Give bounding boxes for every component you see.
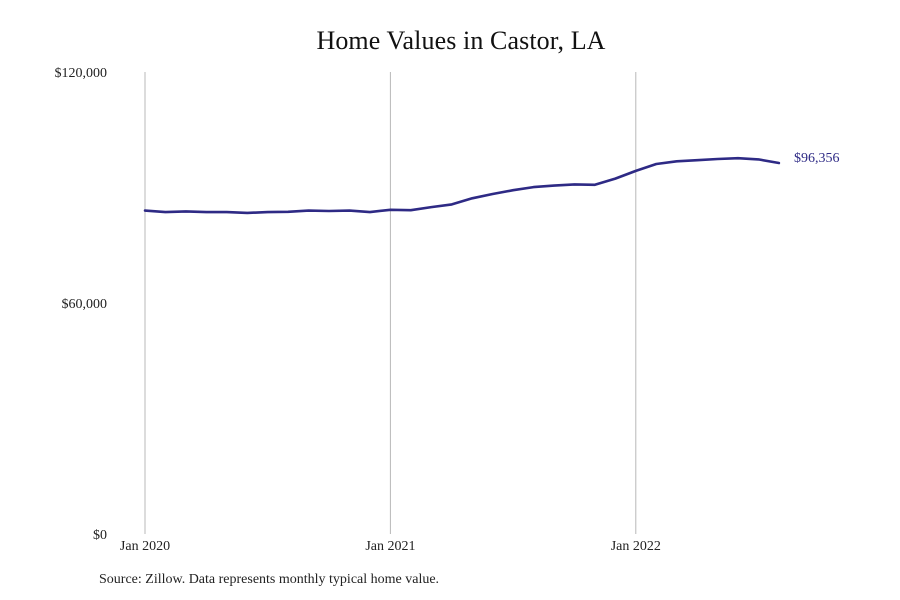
source-note: Source: Zillow. Data represents monthly … bbox=[99, 572, 440, 587]
x-tick-label: Jan 2020 bbox=[120, 539, 170, 554]
chart-title: Home Values in Castor, LA bbox=[316, 26, 606, 55]
data-point bbox=[430, 206, 433, 209]
data-point bbox=[778, 162, 781, 165]
data-point bbox=[532, 186, 535, 189]
data-point bbox=[205, 211, 208, 214]
data-point bbox=[144, 209, 147, 212]
data-point bbox=[491, 193, 494, 196]
x-tick-label: Jan 2022 bbox=[611, 539, 661, 554]
data-point bbox=[246, 212, 249, 215]
data-point bbox=[573, 183, 576, 186]
data-point bbox=[287, 211, 290, 214]
data-point bbox=[369, 211, 372, 214]
data-point bbox=[307, 209, 310, 212]
data-point bbox=[451, 203, 454, 206]
data-point bbox=[164, 211, 167, 214]
data-point bbox=[328, 210, 331, 213]
data-point bbox=[553, 184, 556, 187]
data-point bbox=[696, 159, 699, 162]
data-point bbox=[675, 160, 678, 163]
end-value-label: $96,356 bbox=[794, 151, 840, 166]
data-point bbox=[635, 170, 638, 173]
data-point bbox=[512, 189, 515, 192]
data-point bbox=[594, 184, 597, 187]
series-lines: $96,356 bbox=[143, 151, 840, 215]
data-point bbox=[716, 158, 719, 161]
data-point bbox=[471, 197, 474, 200]
y-tick-label: $0 bbox=[93, 528, 107, 543]
y-tick-label: $120,000 bbox=[55, 66, 108, 81]
axis-labels: Jan 2020 Jan 2021 Jan 2022 $0 $60,000 $120,00… bbox=[55, 66, 661, 554]
data-point bbox=[614, 177, 617, 180]
data-point bbox=[185, 210, 188, 213]
data-point bbox=[348, 209, 351, 212]
data-point bbox=[655, 163, 658, 166]
series-line bbox=[143, 156, 781, 215]
gridlines bbox=[144, 72, 637, 534]
x-tick-label: Jan 2021 bbox=[365, 539, 415, 554]
data-point bbox=[757, 158, 760, 161]
data-point bbox=[737, 157, 740, 160]
data-point bbox=[410, 209, 413, 212]
data-point bbox=[389, 209, 392, 212]
y-tick-label: $60,000 bbox=[62, 297, 108, 312]
data-point bbox=[266, 211, 269, 214]
data-point bbox=[226, 211, 229, 214]
